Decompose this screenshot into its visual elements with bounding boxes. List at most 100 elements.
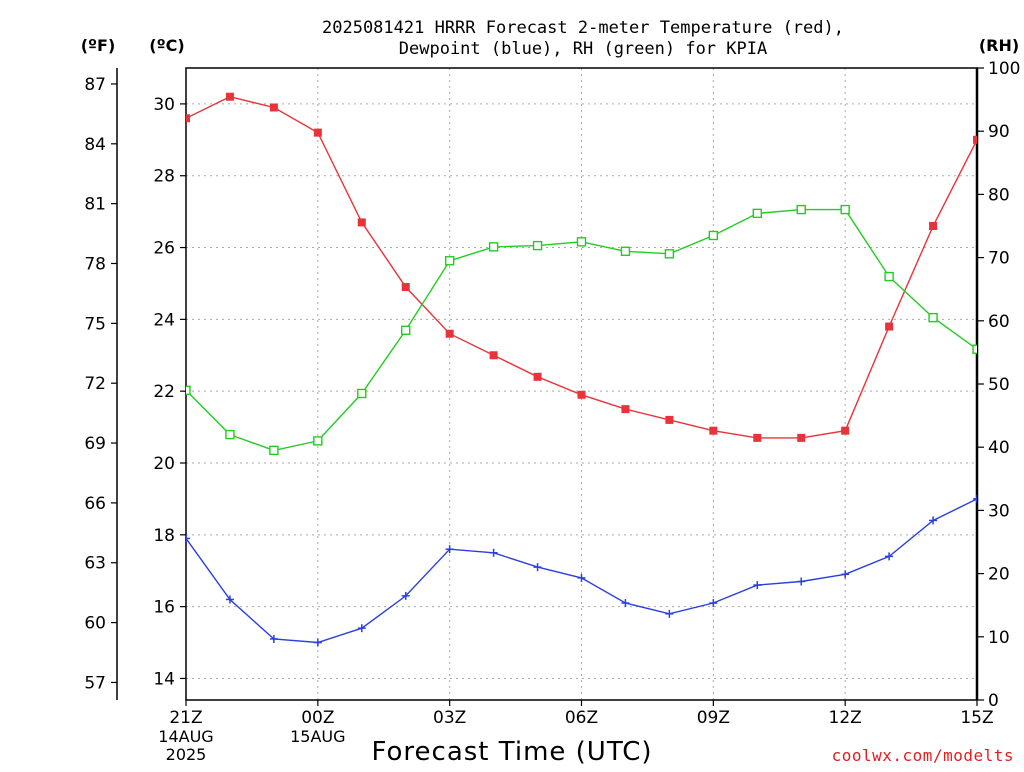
plot-frame bbox=[185, 67, 978, 701]
data-point-dewpoint bbox=[313, 638, 322, 647]
fahrenheit-tick-label: 57 bbox=[84, 673, 106, 693]
celsius-tick-label: 30 bbox=[153, 95, 175, 115]
data-point-temperature bbox=[313, 128, 322, 137]
rh-tick-label: 40 bbox=[988, 438, 1010, 458]
data-point-temperature bbox=[929, 222, 938, 230]
data-point-dewpoint bbox=[797, 577, 806, 586]
data-point-temperature bbox=[797, 433, 806, 442]
series-rh-green bbox=[186, 204, 977, 456]
celsius-tick-label: 14 bbox=[153, 669, 175, 689]
data-point-rh bbox=[708, 230, 719, 241]
celsius-tick-label: 24 bbox=[153, 310, 175, 330]
data-point-dewpoint bbox=[841, 570, 850, 579]
data-point-temperature bbox=[186, 114, 190, 123]
fahrenheit-tick-label: 87 bbox=[84, 75, 106, 95]
data-point-dewpoint bbox=[225, 595, 234, 604]
data-point-rh bbox=[357, 388, 367, 399]
data-point-temperature bbox=[665, 415, 674, 424]
data-point-rh bbox=[576, 237, 587, 247]
rh-tick-label: 30 bbox=[988, 501, 1010, 521]
data-point-rh bbox=[752, 208, 762, 219]
fahrenheit-tick-label: 60 bbox=[84, 614, 106, 634]
grid-lines bbox=[186, 68, 977, 700]
data-point-rh bbox=[928, 312, 938, 323]
x-tick-label: 06Z bbox=[565, 708, 598, 728]
data-point-dewpoint bbox=[186, 534, 190, 543]
data-point-rh bbox=[225, 429, 235, 440]
rh-tick-label: 100 bbox=[988, 59, 1020, 79]
x-tick-label: 12Z bbox=[829, 708, 862, 728]
data-point-temperature bbox=[753, 433, 762, 442]
data-point-dewpoint bbox=[709, 599, 718, 608]
fahrenheit-tick-label: 84 bbox=[84, 135, 106, 155]
data-point-dewpoint bbox=[357, 624, 366, 633]
data-point-temperature bbox=[225, 92, 234, 101]
data-point-dewpoint bbox=[973, 494, 977, 503]
fahrenheit-tick-label: 66 bbox=[84, 494, 106, 514]
fahrenheit-tick-label: 78 bbox=[84, 255, 106, 275]
data-point-rh bbox=[620, 246, 631, 256]
x-tick-date: 14AUG bbox=[158, 727, 213, 746]
data-point-rh bbox=[269, 445, 279, 456]
celsius-tick-label: 16 bbox=[153, 598, 175, 618]
data-point-dewpoint bbox=[885, 552, 894, 561]
x-tick-year: 2025 bbox=[166, 745, 207, 764]
data-point-rh bbox=[796, 204, 806, 215]
data-point-temperature bbox=[269, 103, 278, 112]
fahrenheit-tick-label: 81 bbox=[84, 195, 106, 215]
rh-tick-label: 20 bbox=[988, 565, 1010, 585]
data-point-rh bbox=[313, 436, 323, 446]
rh-tick-label: 10 bbox=[988, 628, 1010, 648]
x-tick-label: 21Z bbox=[169, 708, 202, 728]
data-point-dewpoint bbox=[445, 545, 454, 554]
fahrenheit-tick-label: 72 bbox=[84, 374, 106, 394]
series-2-meter-temperature-red bbox=[186, 92, 977, 442]
data-point-temperature bbox=[489, 351, 498, 360]
fahrenheit-unit-label: (ºF) bbox=[81, 36, 116, 55]
data-point-dewpoint bbox=[533, 563, 542, 572]
data-point-dewpoint bbox=[269, 634, 278, 643]
rh-tick-label: 80 bbox=[988, 185, 1010, 205]
credit-label: coolwx.com/modelts bbox=[832, 746, 1014, 765]
data-point-rh bbox=[884, 271, 894, 282]
rh-tick-label: 0 bbox=[988, 691, 999, 711]
chart-title-line2: Dewpoint (blue), RH (green) for KPIA bbox=[399, 39, 767, 59]
data-point-rh bbox=[444, 256, 455, 266]
celsius-tick-label: 22 bbox=[153, 382, 175, 402]
data-point-temperature bbox=[357, 218, 366, 227]
x-axis-title: Forecast Time (UTC) bbox=[371, 737, 652, 767]
rh-unit-label: (RH) bbox=[979, 36, 1019, 55]
data-point-rh bbox=[488, 242, 499, 252]
data-point-temperature bbox=[533, 372, 542, 381]
data-point-dewpoint bbox=[753, 581, 762, 590]
celsius-tick-label: 18 bbox=[153, 526, 175, 546]
rh-tick-label: 70 bbox=[988, 249, 1010, 269]
data-point-temperature bbox=[973, 135, 977, 144]
data-point-temperature bbox=[401, 283, 410, 292]
x-tick-label: 09Z bbox=[697, 708, 730, 728]
x-tick-label: 03Z bbox=[433, 708, 466, 728]
data-point-rh bbox=[186, 385, 191, 396]
data-point-rh bbox=[840, 204, 850, 215]
rh-tick-label: 60 bbox=[988, 312, 1010, 332]
data-point-dewpoint bbox=[401, 591, 410, 600]
fahrenheit-tick-label: 63 bbox=[84, 554, 106, 574]
data-point-dewpoint bbox=[929, 516, 938, 525]
celsius-tick-label: 26 bbox=[153, 239, 175, 259]
series-dewpoint-blue bbox=[186, 494, 977, 647]
data-point-temperature bbox=[841, 426, 850, 435]
chart-title-line1: 2025081421 HRRR Forecast 2-meter Tempera… bbox=[322, 18, 844, 38]
data-point-temperature bbox=[709, 426, 718, 435]
data-point-dewpoint bbox=[665, 609, 674, 618]
x-tick-label: 00Z bbox=[301, 708, 334, 728]
x-tick-date: 15AUG bbox=[290, 727, 345, 746]
celsius-tick-label: 28 bbox=[153, 167, 175, 187]
data-point-temperature bbox=[577, 390, 586, 399]
data-point-temperature bbox=[885, 322, 894, 331]
data-point-dewpoint bbox=[489, 548, 498, 557]
data-point-rh bbox=[401, 325, 411, 335]
data-point-rh bbox=[664, 249, 675, 259]
data-point-rh bbox=[532, 240, 543, 251]
